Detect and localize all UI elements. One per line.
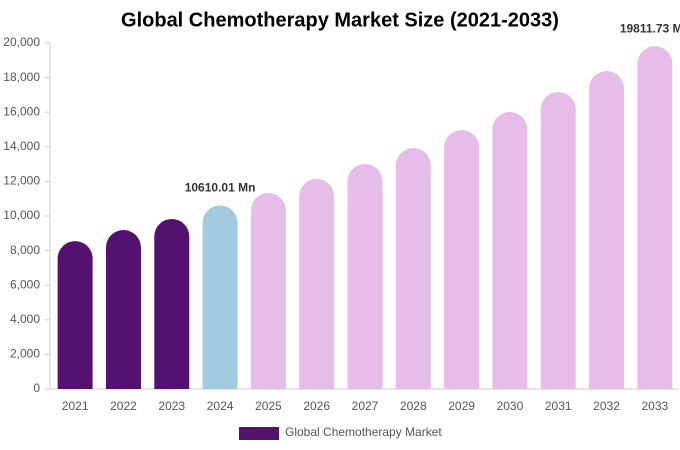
x-tick-label: 2021 xyxy=(62,399,89,413)
value-label: 19811.73 Mn xyxy=(620,21,680,35)
value-label: 10610.01 Mn xyxy=(185,181,256,195)
x-tick-label: 2031 xyxy=(545,399,572,413)
y-tick-label: 10,000 xyxy=(3,208,40,222)
bar xyxy=(492,112,528,389)
legend-swatch xyxy=(239,427,279,440)
bar xyxy=(347,164,383,389)
x-tick-label: 2025 xyxy=(255,399,282,413)
y-tick-label: 14,000 xyxy=(3,139,40,153)
x-tick-label: 2033 xyxy=(641,399,668,413)
bar xyxy=(540,91,576,390)
bar xyxy=(250,192,286,389)
bar xyxy=(395,148,431,389)
x-tick-label: 2030 xyxy=(497,399,524,413)
x-tick-label: 2022 xyxy=(110,399,137,413)
y-tick-label: 12,000 xyxy=(3,174,40,188)
x-tick-label: 2032 xyxy=(593,399,620,413)
x-tick-label: 2027 xyxy=(352,399,379,413)
chart-title: Global Chemotherapy Market Size (2021-20… xyxy=(121,9,559,31)
bar xyxy=(105,230,141,389)
y-tick-label: 0 xyxy=(33,381,40,395)
x-tick-label: 2023 xyxy=(158,399,185,413)
y-tick-label: 2,000 xyxy=(10,347,40,361)
y-tick-label: 8,000 xyxy=(10,243,40,257)
legend-label: Global Chemotherapy Market xyxy=(285,425,442,439)
y-tick-label: 20,000 xyxy=(3,35,40,49)
x-tick-label: 2024 xyxy=(207,399,234,413)
bar xyxy=(589,71,625,389)
bar xyxy=(444,130,480,390)
x-tick-label: 2026 xyxy=(303,399,330,413)
x-tick-label: 2029 xyxy=(448,399,475,413)
y-tick-label: 4,000 xyxy=(10,312,40,326)
bar xyxy=(57,241,93,389)
y-tick-label: 6,000 xyxy=(10,277,40,291)
y-tick-label: 18,000 xyxy=(3,70,40,84)
bar xyxy=(299,178,335,389)
bar xyxy=(154,218,190,389)
x-tick-label: 2028 xyxy=(400,399,427,413)
bar xyxy=(202,205,238,389)
bar xyxy=(637,46,673,389)
y-tick-label: 16,000 xyxy=(3,104,40,118)
